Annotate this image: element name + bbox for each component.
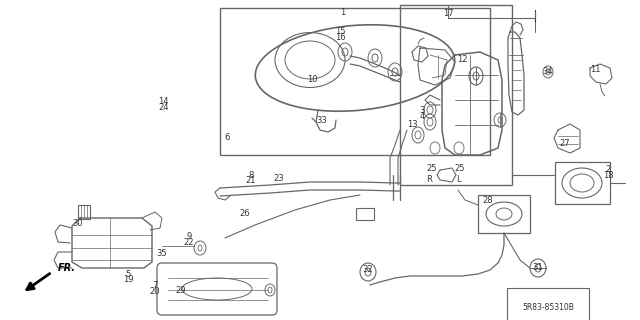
Text: 28: 28	[483, 196, 493, 205]
Text: 20: 20	[150, 287, 160, 296]
Text: R: R	[426, 175, 433, 184]
Text: 31: 31	[532, 263, 543, 272]
Bar	[555, 162, 610, 204]
Bar	[478, 195, 530, 233]
Text: 16: 16	[335, 33, 346, 42]
Text: 32: 32	[363, 265, 373, 274]
Text: 13: 13	[408, 120, 418, 129]
Text: 34: 34	[542, 68, 552, 76]
Text: 7: 7	[152, 281, 157, 290]
Text: 3: 3	[420, 106, 425, 115]
Text: 4: 4	[420, 112, 425, 121]
Text: 1: 1	[340, 8, 345, 17]
Text: 17: 17	[443, 9, 453, 18]
Text: 25: 25	[454, 164, 465, 173]
Text: 24: 24	[158, 103, 168, 112]
Text: 27: 27	[559, 139, 570, 148]
Text: 14: 14	[158, 97, 168, 106]
Bar	[220, 8, 490, 155]
Text: L: L	[456, 175, 461, 184]
Text: 11: 11	[590, 65, 600, 74]
Text: 12: 12	[457, 55, 467, 64]
Text: 18: 18	[603, 171, 613, 180]
Bar	[78, 205, 90, 219]
Text: 2: 2	[605, 165, 611, 174]
Bar	[356, 208, 374, 220]
Text: 33: 33	[316, 116, 326, 125]
Text: 6: 6	[225, 133, 230, 142]
Text: 10: 10	[307, 75, 317, 84]
Text: 5: 5	[125, 270, 131, 279]
Text: 21: 21	[246, 176, 256, 185]
Text: 5R83-85310B: 5R83-85310B	[522, 303, 574, 313]
Bar	[400, 5, 512, 185]
Text: 15: 15	[335, 27, 346, 36]
Text: 23: 23	[273, 174, 284, 183]
Text: 9: 9	[186, 232, 191, 241]
Text: 22: 22	[184, 238, 194, 247]
Text: FR.: FR.	[58, 263, 76, 273]
Text: 30: 30	[73, 220, 83, 228]
Text: 19: 19	[123, 276, 133, 284]
Text: 26: 26	[239, 209, 250, 218]
Text: 35: 35	[156, 249, 166, 258]
Text: 8: 8	[248, 171, 253, 180]
Text: 29: 29	[175, 286, 186, 295]
Text: 25: 25	[427, 164, 437, 173]
